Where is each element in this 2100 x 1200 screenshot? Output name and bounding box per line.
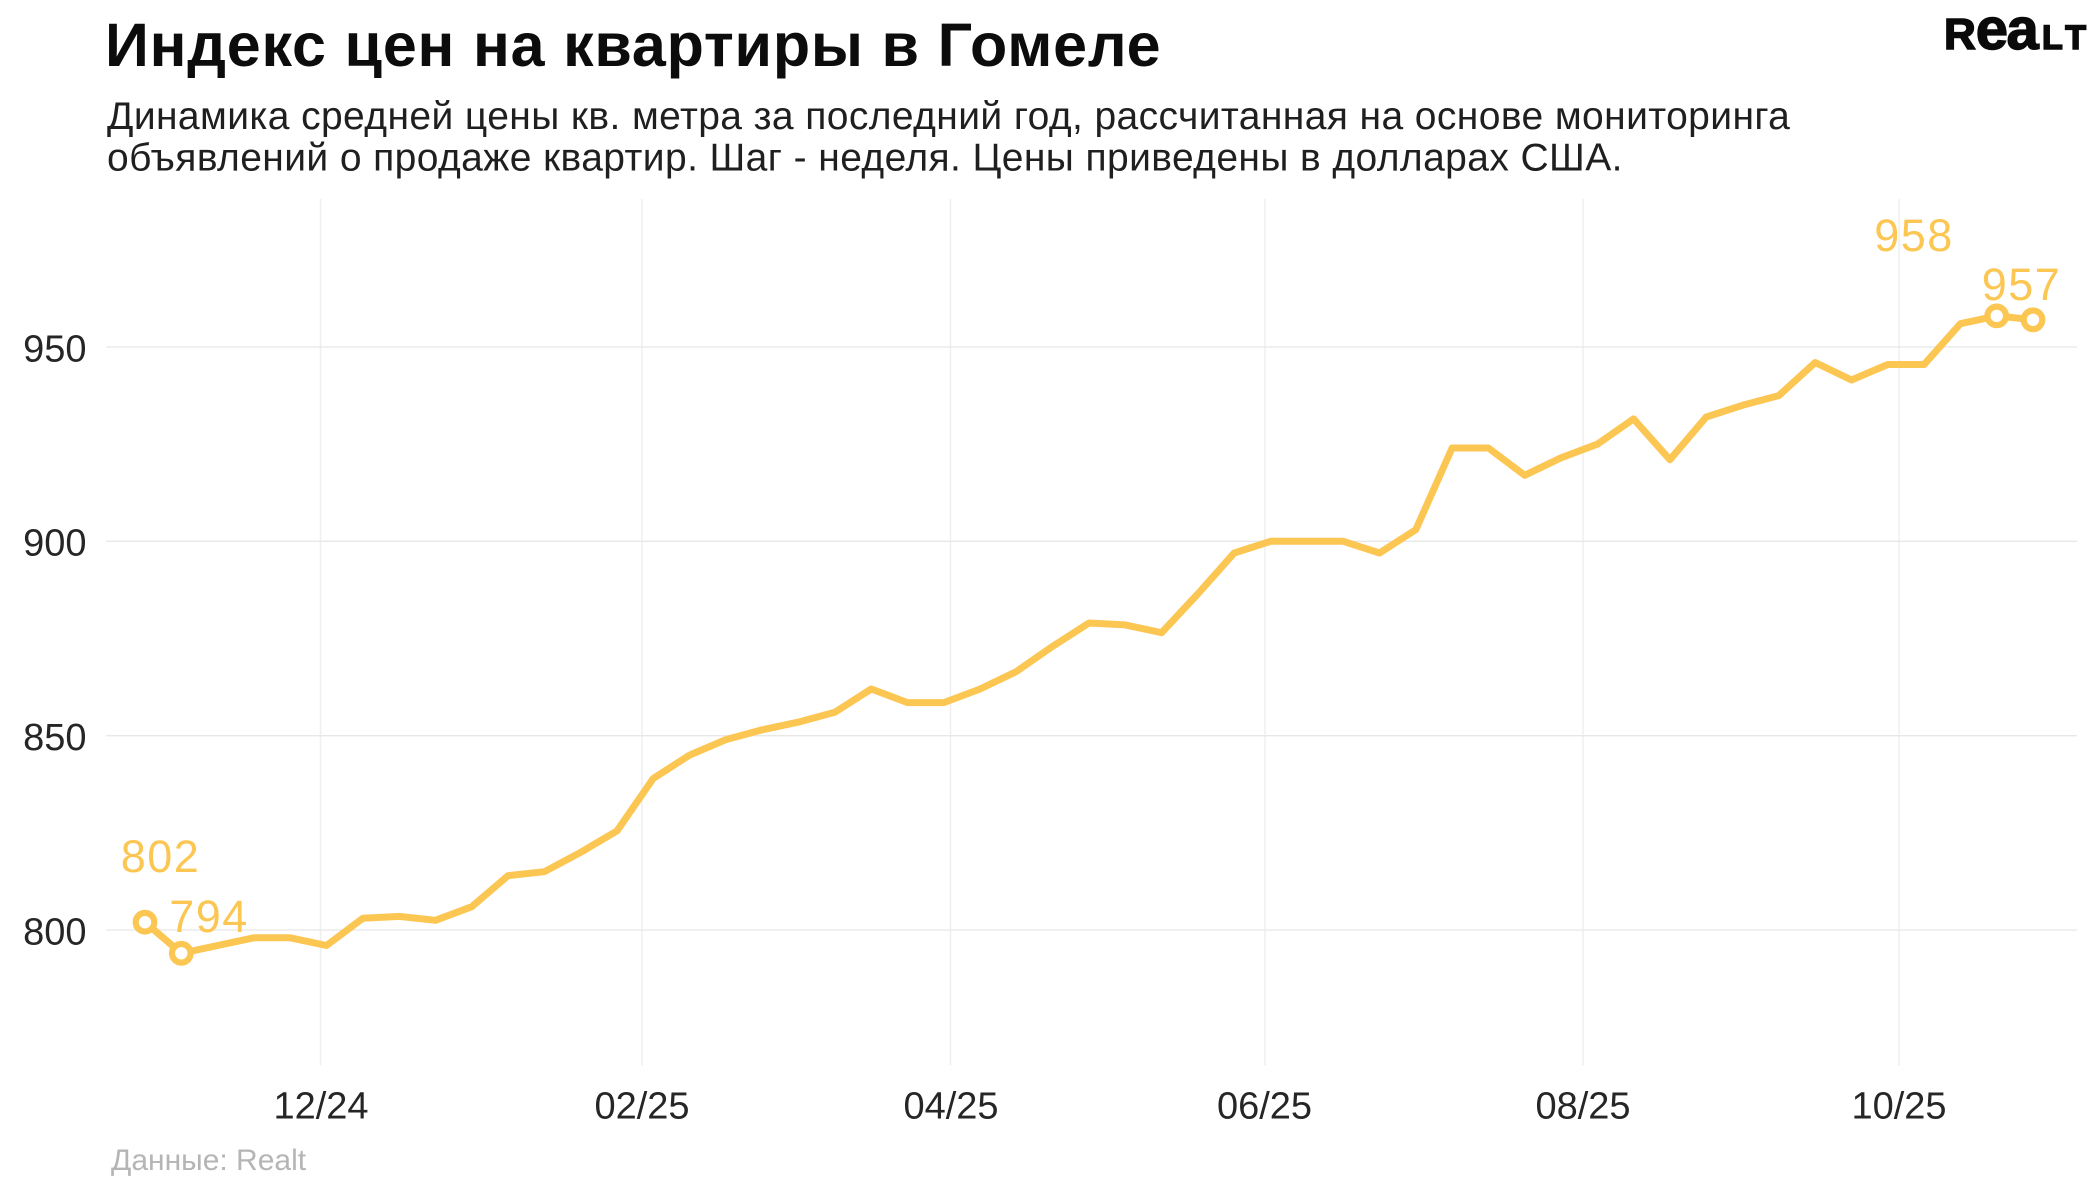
svg-text:06/25: 06/25 [1217, 1086, 1312, 1128]
svg-text:957: 957 [1982, 259, 2062, 310]
svg-text:Динамика средней цены кв. метр: Динамика средней цены кв. метра за после… [107, 95, 1790, 138]
svg-text:800: 800 [23, 911, 86, 953]
svg-text:Rea: Rea [1944, 0, 2040, 62]
svg-text:850: 850 [23, 717, 86, 759]
svg-text:LT: LT [2042, 19, 2091, 57]
svg-text:04/25: 04/25 [903, 1086, 998, 1128]
svg-text:794: 794 [169, 891, 249, 942]
svg-text:12/24: 12/24 [273, 1086, 368, 1128]
svg-text:02/25: 02/25 [594, 1086, 689, 1128]
svg-text:802: 802 [121, 831, 201, 882]
svg-text:Индекс цен на квартиры в Гомел: Индекс цен на квартиры в Гомеле [105, 11, 1161, 79]
svg-text:958: 958 [1874, 210, 1954, 261]
svg-text:10/25: 10/25 [1851, 1086, 1946, 1128]
svg-text:Данные: Realt: Данные: Realt [111, 1144, 307, 1177]
svg-text:объявлений о продаже квартир.: объявлений о продаже квартир. Шаг - неде… [107, 137, 1623, 180]
svg-text:950: 950 [23, 328, 86, 370]
svg-text:08/25: 08/25 [1535, 1086, 1630, 1128]
svg-text:900: 900 [23, 523, 86, 565]
